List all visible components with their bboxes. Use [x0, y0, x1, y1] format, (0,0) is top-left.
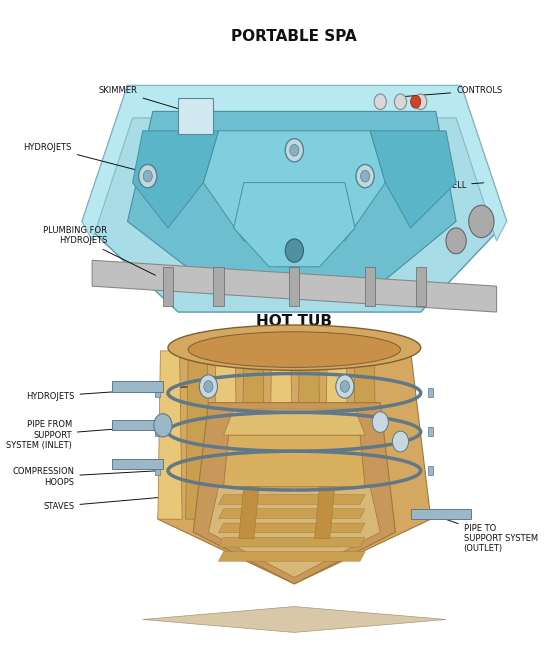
Polygon shape — [297, 351, 321, 519]
Polygon shape — [82, 86, 507, 312]
Polygon shape — [353, 351, 376, 519]
Bar — [214, 266, 224, 306]
Polygon shape — [142, 606, 446, 632]
Circle shape — [290, 144, 299, 156]
Polygon shape — [269, 351, 293, 519]
Polygon shape — [224, 409, 365, 435]
Bar — [155, 466, 161, 475]
Polygon shape — [370, 131, 456, 228]
Text: COMPRESSION
HOOPS: COMPRESSION HOOPS — [13, 467, 158, 487]
Polygon shape — [209, 487, 380, 577]
Text: SKIMMER: SKIMMER — [99, 86, 195, 114]
Circle shape — [199, 375, 217, 398]
Bar — [411, 509, 471, 519]
Polygon shape — [158, 351, 431, 584]
Circle shape — [341, 381, 349, 393]
Bar — [155, 389, 161, 398]
Circle shape — [139, 164, 157, 188]
Circle shape — [154, 413, 172, 437]
Text: PORTABLE SPA: PORTABLE SPA — [231, 29, 357, 44]
Polygon shape — [158, 351, 182, 519]
Text: STAVES: STAVES — [43, 497, 168, 511]
Polygon shape — [193, 402, 395, 584]
Circle shape — [469, 205, 494, 238]
Circle shape — [360, 170, 370, 182]
Text: PIPE TO
SUPPORT SYSTEM
(OUTLET): PIPE TO SUPPORT SYSTEM (OUTLET) — [433, 515, 538, 554]
Polygon shape — [238, 487, 259, 539]
Bar — [113, 382, 163, 392]
Circle shape — [285, 138, 304, 162]
Text: DRAIN: DRAIN — [253, 240, 292, 256]
Circle shape — [411, 96, 421, 108]
Text: PLUMBING FOR
HYDROJETS: PLUMBING FOR HYDROJETS — [43, 226, 155, 275]
Circle shape — [356, 164, 374, 188]
Polygon shape — [219, 538, 365, 547]
Polygon shape — [203, 131, 385, 241]
Bar — [428, 389, 433, 398]
Polygon shape — [219, 552, 365, 561]
Bar — [416, 266, 426, 306]
Bar — [163, 266, 173, 306]
Text: SPA SHELL: SPA SHELL — [422, 181, 484, 190]
Circle shape — [285, 239, 304, 262]
Bar — [113, 459, 163, 469]
Polygon shape — [219, 495, 365, 504]
Polygon shape — [315, 487, 335, 539]
Polygon shape — [224, 435, 365, 487]
Text: HYDROJETS: HYDROJETS — [24, 142, 145, 172]
Polygon shape — [325, 351, 349, 519]
Polygon shape — [128, 111, 456, 280]
Circle shape — [204, 381, 213, 393]
Bar — [178, 98, 214, 134]
Circle shape — [415, 94, 427, 109]
Circle shape — [372, 411, 389, 432]
Polygon shape — [92, 260, 497, 312]
Text: HOT TUB: HOT TUB — [256, 314, 332, 330]
Text: PIPE FROM
SUPPORT
SYSTEM (INLET): PIPE FROM SUPPORT SYSTEM (INLET) — [6, 420, 160, 450]
Ellipse shape — [188, 332, 401, 367]
Bar — [113, 420, 163, 430]
Polygon shape — [233, 183, 355, 266]
Bar — [289, 266, 299, 306]
Text: CONTROLS: CONTROLS — [398, 86, 502, 97]
Circle shape — [143, 170, 152, 182]
Circle shape — [336, 375, 354, 398]
Ellipse shape — [168, 325, 421, 370]
Circle shape — [374, 94, 386, 109]
Bar — [428, 466, 433, 475]
Polygon shape — [214, 351, 238, 519]
Bar — [365, 266, 375, 306]
Text: HYDROJETS: HYDROJETS — [26, 385, 208, 400]
Circle shape — [395, 94, 407, 109]
Circle shape — [392, 431, 408, 452]
Polygon shape — [185, 351, 210, 519]
Polygon shape — [132, 131, 219, 228]
Bar — [155, 427, 161, 436]
Bar — [428, 427, 433, 436]
Polygon shape — [82, 86, 507, 241]
Polygon shape — [219, 509, 365, 519]
Polygon shape — [241, 351, 266, 519]
Circle shape — [446, 228, 466, 254]
Polygon shape — [219, 523, 365, 533]
